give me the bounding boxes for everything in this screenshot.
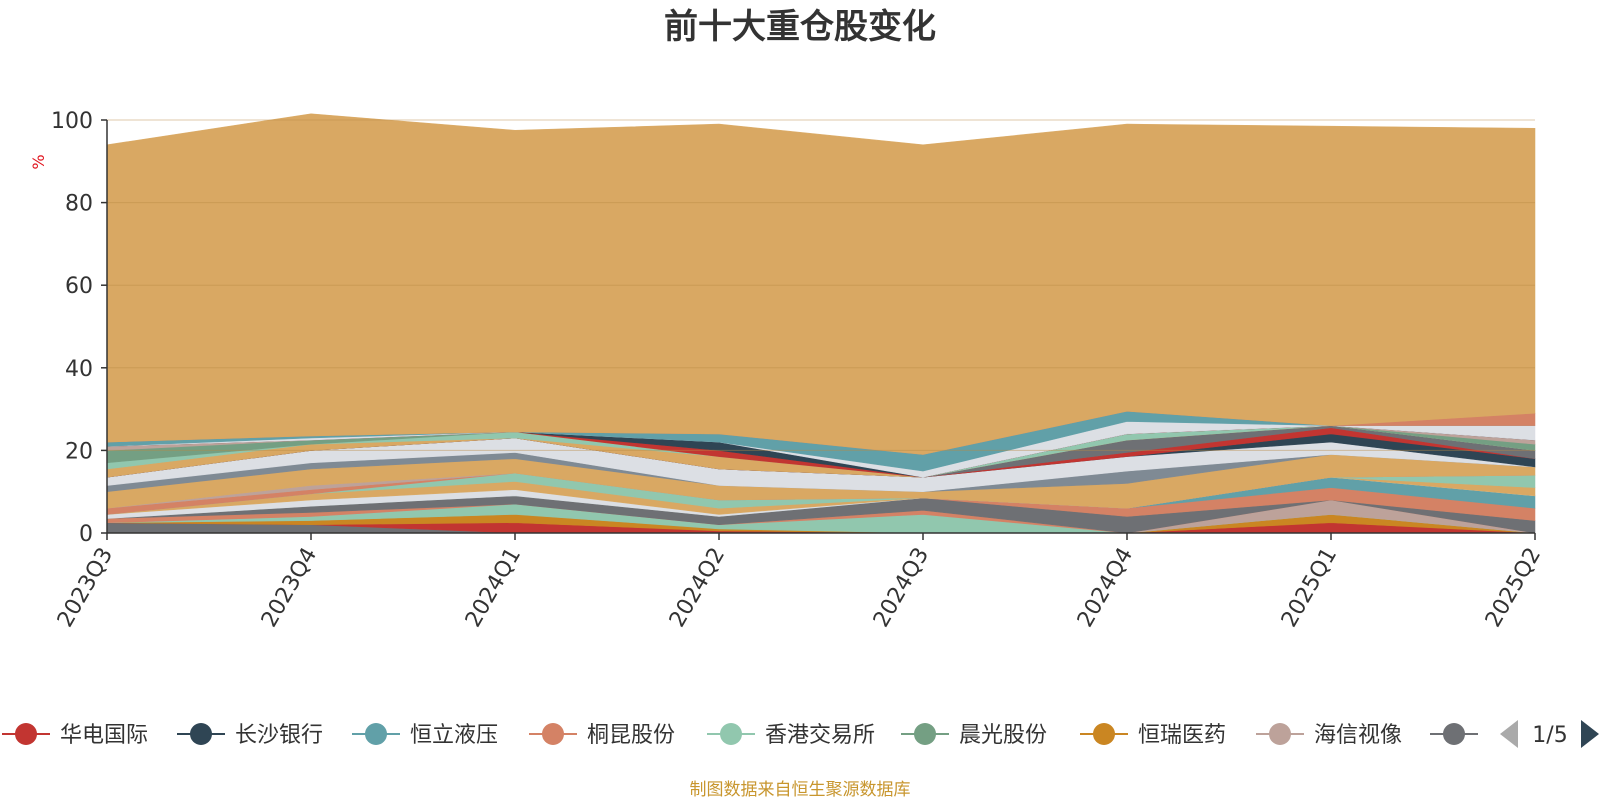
legend-item-7[interactable]: 海信视像: [1256, 723, 1402, 748]
x-tick-label-1: 2023Q4: [257, 544, 322, 632]
legend: 华电国际 长沙银行 恒立液压 桐昆股份 香港交易所 晨光股份 恒瑞医药 海信视像 1/5: [2, 720, 1599, 748]
legend-marker-6: [1093, 723, 1115, 745]
legend-prev-icon[interactable]: [1500, 720, 1518, 748]
legend-marker-8: [1443, 723, 1465, 745]
y-tick-label-0: 0: [79, 522, 93, 547]
legend-marker-1: [190, 723, 212, 745]
x-tick-label-5: 2024Q4: [1073, 544, 1138, 632]
legend-label-0: 华电国际: [60, 723, 148, 748]
legend-label-3: 桐昆股份: [587, 723, 675, 748]
legend-item-2[interactable]: 恒立液压: [352, 723, 498, 748]
legend-item-6[interactable]: 恒瑞医药: [1080, 723, 1226, 748]
source-note: 制图数据来自恒生聚源数据库: [690, 780, 911, 800]
legend-item-8[interactable]: [1430, 723, 1478, 745]
legend-marker-7: [1269, 723, 1291, 745]
legend-label-2: 恒立液压: [410, 723, 498, 748]
legend-item-1[interactable]: 长沙银行: [177, 723, 323, 748]
legend-marker-4: [720, 723, 742, 745]
legend-marker-5: [914, 723, 936, 745]
legend-item-5[interactable]: 晨光股份: [901, 723, 1047, 748]
legend-marker-2: [365, 723, 387, 745]
x-tick-label-4: 2024Q3: [869, 544, 934, 632]
x-tick-label-7: 2025Q2: [1481, 544, 1546, 632]
legend-label-4: 香港交易所: [765, 723, 875, 748]
x-tick-label-3: 2024Q2: [665, 544, 730, 632]
area-series-30: [106, 113, 1536, 455]
legend-label-1: 长沙银行: [235, 723, 323, 748]
x-tick-label-2: 2024Q1: [461, 544, 526, 632]
legend-page-indicator: 1/5: [1532, 723, 1567, 748]
plot-area: [106, 113, 1536, 534]
legend-item-4[interactable]: 香港交易所: [707, 723, 875, 748]
chart-title: 前十大重仓股变化: [664, 7, 936, 47]
legend-item-3[interactable]: 桐昆股份: [529, 723, 675, 748]
y-tick-label-3: 60: [65, 274, 93, 299]
y-tick-label-1: 20: [65, 439, 93, 464]
legend-label-6: 恒瑞医药: [1138, 723, 1226, 748]
legend-label-7: 海信视像: [1314, 723, 1402, 748]
x-tick-label-6: 2025Q1: [1277, 544, 1342, 632]
x-tick-label-0: 2023Q3: [53, 544, 118, 632]
y-axis-unit: %: [29, 154, 48, 169]
legend-next-icon[interactable]: [1581, 720, 1599, 748]
legend-marker-3: [542, 723, 564, 745]
legend-marker-0: [15, 723, 37, 745]
grid-lines: [107, 119, 1535, 451]
legend-label-5: 晨光股份: [959, 723, 1047, 748]
y-tick-label-4: 80: [65, 192, 93, 217]
legend-item-0[interactable]: 华电国际: [2, 723, 148, 748]
y-tick-label-2: 40: [65, 357, 93, 382]
y-tick-label-5: 100: [51, 109, 93, 134]
